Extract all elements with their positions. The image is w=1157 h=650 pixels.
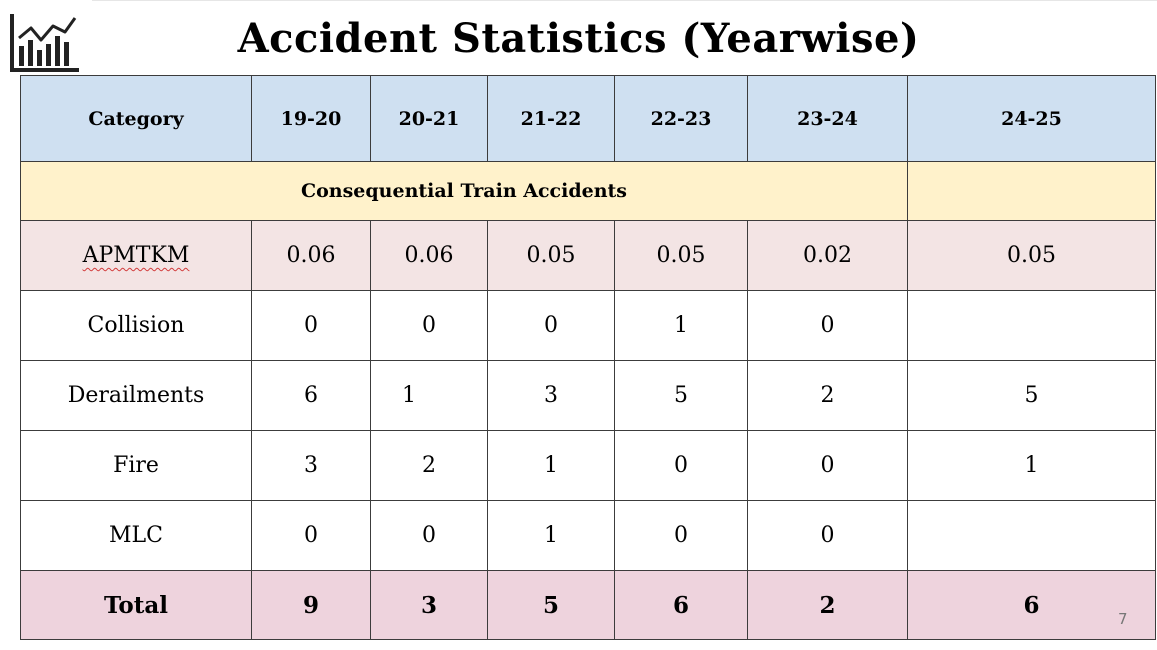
accident-statistics-table: Category 19-20 20-21 21-22 22-23 23-24 2… [20, 75, 1156, 640]
table-cell: 1 [907, 430, 1156, 501]
header-year: 19-20 [251, 75, 371, 162]
table-cell: 5 [907, 360, 1156, 431]
table-cell: 6 [907, 570, 1156, 640]
table-row-collision: Collision 0 0 0 1 0 [20, 290, 1156, 361]
section-row: Consequential Train Accidents [20, 161, 1156, 221]
table-cell: 2 [747, 360, 908, 431]
table-cell: 5 [487, 570, 615, 640]
page-number: 7 [1118, 610, 1128, 628]
table-cell: 0.06 [251, 220, 371, 291]
row-label: APMTKM [20, 220, 252, 291]
table-cell: 0 [487, 290, 615, 361]
table-cell: 0 [370, 290, 488, 361]
row-label-text: APMTKM [82, 243, 190, 268]
table-cell: 0 [747, 430, 908, 501]
table-cell: 0 [747, 500, 908, 571]
table-cell: 3 [370, 570, 488, 640]
table-cell: 1 [487, 500, 615, 571]
table-cell [907, 290, 1156, 361]
section-empty-cell [907, 161, 1156, 221]
page-title: Accident Statistics (Yearwise) [237, 15, 920, 62]
header-year: 21-22 [487, 75, 615, 162]
table-cell: 3 [251, 430, 371, 501]
header-year: 23-24 [747, 75, 908, 162]
table-cell: 5 [614, 360, 748, 431]
header-row: Category 19-20 20-21 21-22 22-23 23-24 2… [20, 75, 1156, 162]
table-cell: 0 [747, 290, 908, 361]
table-row-apmtkm: APMTKM 0.06 0.06 0.05 0.05 0.02 0.05 [20, 220, 1156, 291]
table-cell: 2 [747, 570, 908, 640]
table-cell: 0 [614, 500, 748, 571]
table-cell: 0.06 [370, 220, 488, 291]
table-row-total: Total 9 3 5 6 2 6 [20, 570, 1156, 640]
table-cell: 0.05 [907, 220, 1156, 291]
accident-table-container: Category 19-20 20-21 21-22 22-23 23-24 2… [20, 75, 1156, 640]
header-year: 22-23 [614, 75, 748, 162]
table-cell: 2 [370, 430, 488, 501]
table-cell: 0.02 [747, 220, 908, 291]
table-cell: 0 [251, 290, 371, 361]
table-row-mlc: MLC 0 0 1 0 0 [20, 500, 1156, 571]
table-cell: 1 [614, 290, 748, 361]
table-cell: 9 [251, 570, 371, 640]
table-cell: 0 [614, 430, 748, 501]
header-category: Category [20, 75, 252, 162]
row-label: Total [20, 570, 252, 640]
table-row-fire: Fire 3 2 1 0 0 1 [20, 430, 1156, 501]
table-cell: 6 [614, 570, 748, 640]
table-row-derailments: Derailments 6 1 3 5 2 5 [20, 360, 1156, 431]
table-cell: 0 [251, 500, 371, 571]
top-divider [92, 0, 1157, 1]
bar-chart-icon [9, 12, 79, 74]
row-label: MLC [20, 500, 252, 571]
table-cell: 6 [251, 360, 371, 431]
table-cell: 0.05 [614, 220, 748, 291]
row-label: Collision [20, 290, 252, 361]
header-year: 20-21 [370, 75, 488, 162]
section-label: Consequential Train Accidents [20, 161, 908, 221]
row-label: Derailments [20, 360, 252, 431]
row-label: Fire [20, 430, 252, 501]
table-cell: 1 [487, 430, 615, 501]
header-year: 24-25 [907, 75, 1156, 162]
table-cell: 0 [370, 500, 488, 571]
table-cell: 1 [370, 360, 488, 431]
table-cell [907, 500, 1156, 571]
table-cell: 0.05 [487, 220, 615, 291]
table-cell: 3 [487, 360, 615, 431]
